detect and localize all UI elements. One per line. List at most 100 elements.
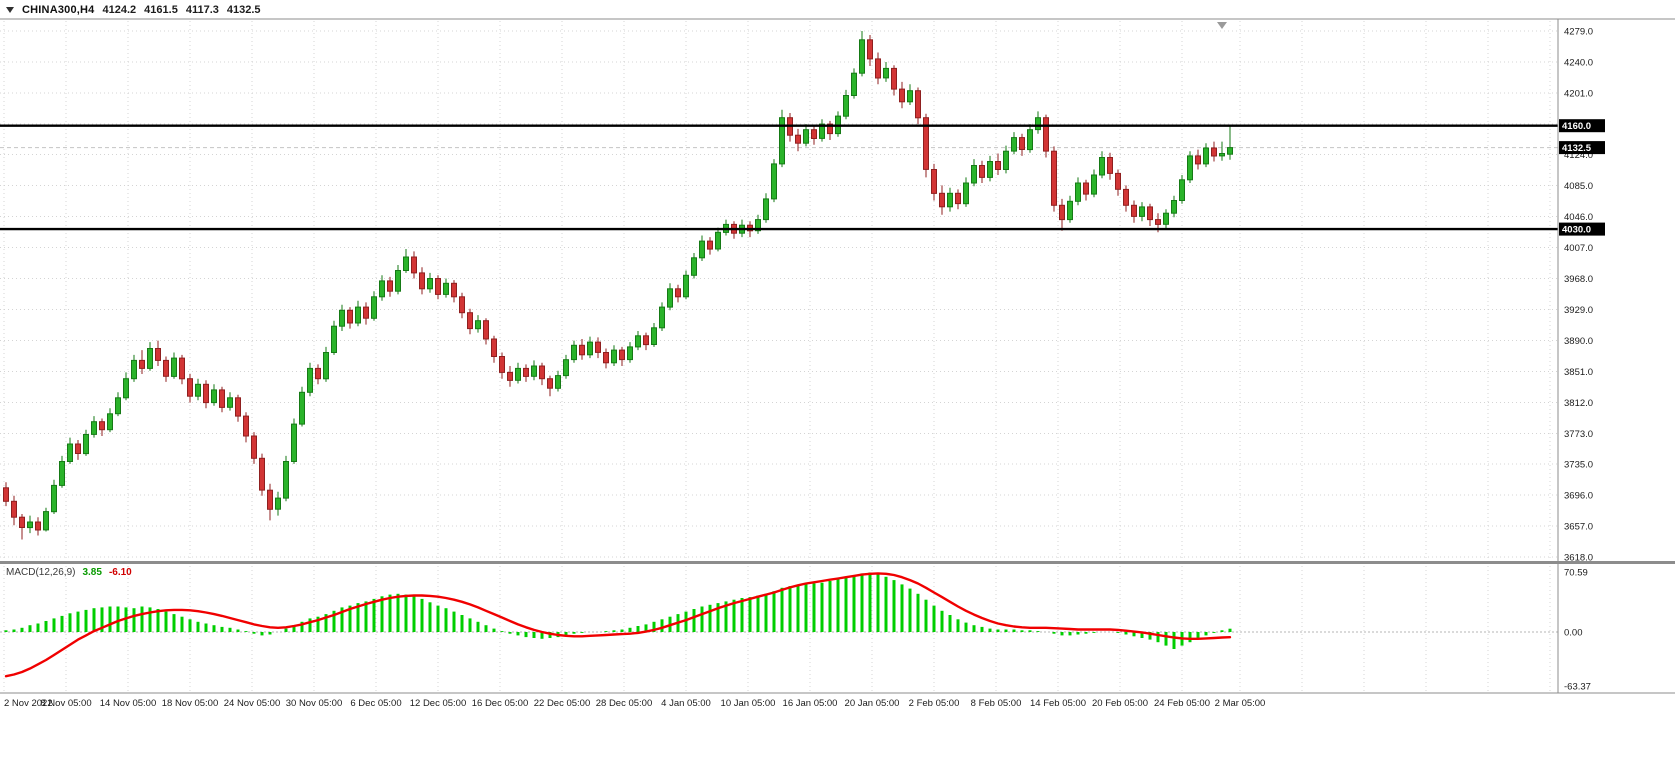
candle-body — [355, 306, 361, 324]
candle-body — [947, 192, 953, 208]
chart-shift-marker[interactable] — [1217, 22, 1227, 29]
candle-body — [11, 500, 17, 518]
svg-text:30 Nov 05:00: 30 Nov 05:00 — [286, 698, 343, 709]
candle-body — [283, 461, 289, 499]
candle-body — [195, 383, 201, 397]
candle-body — [323, 352, 329, 380]
candle-body — [427, 278, 433, 290]
candle-body — [611, 349, 617, 364]
svg-text:4046.0: 4046.0 — [1564, 212, 1593, 223]
svg-text:3890.0: 3890.0 — [1564, 336, 1593, 347]
svg-text:22 Dec 05:00: 22 Dec 05:00 — [534, 698, 591, 709]
svg-text:3929.0: 3929.0 — [1564, 305, 1593, 316]
candle-body — [1059, 204, 1065, 221]
candle-body — [67, 443, 73, 462]
candle-body — [139, 359, 145, 369]
macd-histogram — [4, 572, 1232, 649]
candle-body — [99, 421, 105, 431]
svg-text:4279.0: 4279.0 — [1564, 27, 1593, 38]
svg-text:2 Feb 05:00: 2 Feb 05:00 — [909, 698, 960, 709]
price-badges: 4160.0 4132.5 4030.0 — [1559, 119, 1605, 236]
candle-body — [555, 375, 561, 389]
svg-text:0.00: 0.00 — [1564, 628, 1583, 639]
candle-body — [915, 90, 921, 119]
candle-body — [75, 443, 81, 454]
candle-body — [667, 288, 673, 308]
candle-body — [19, 516, 25, 529]
candle-body — [371, 296, 377, 319]
candle-body — [1211, 147, 1217, 157]
candle-body — [1203, 147, 1209, 165]
svg-text:16 Jan 05:00: 16 Jan 05:00 — [783, 698, 838, 709]
svg-text:24 Nov 05:00: 24 Nov 05:00 — [224, 698, 281, 709]
candle-body — [891, 67, 897, 90]
candle-body — [1131, 204, 1137, 217]
candle-body — [827, 123, 833, 135]
svg-text:24 Feb 05:00: 24 Feb 05:00 — [1154, 698, 1210, 709]
candle-body — [315, 367, 321, 380]
candle-body — [163, 359, 169, 377]
candle-body — [259, 457, 265, 491]
candle-body — [395, 270, 401, 292]
svg-text:3696.0: 3696.0 — [1564, 490, 1593, 501]
candle-body — [147, 348, 153, 369]
candle-body — [131, 359, 137, 380]
candle-body — [459, 296, 465, 314]
symbol-period-label: CHINA300,H4 — [22, 3, 95, 16]
candle-body — [979, 165, 985, 178]
svg-text:3851.0: 3851.0 — [1564, 367, 1593, 378]
candle-body — [907, 90, 913, 103]
candle-body — [771, 163, 777, 200]
candle-body — [155, 348, 161, 361]
candle-body — [811, 129, 817, 139]
candle-body — [1035, 117, 1041, 131]
svg-text:4 Jan 05:00: 4 Jan 05:00 — [661, 698, 711, 709]
candle-body — [659, 306, 665, 329]
candle-body — [387, 280, 393, 292]
candle-body — [491, 338, 497, 357]
price-badge — [1559, 141, 1605, 155]
svg-text:70.59: 70.59 — [1564, 568, 1588, 579]
candle-body — [715, 231, 721, 250]
candle-body — [963, 182, 969, 205]
candle-body — [347, 309, 353, 324]
price-axis[interactable] — [1558, 19, 1675, 693]
candle-body — [1051, 150, 1057, 206]
candle-body — [1227, 147, 1233, 155]
candle-body — [755, 219, 761, 232]
candle-body — [1099, 157, 1105, 176]
candle-body — [203, 383, 209, 404]
svg-text:3735.0: 3735.0 — [1564, 459, 1593, 470]
candle-body — [955, 192, 961, 205]
candle-body — [635, 335, 641, 348]
candle-body — [251, 435, 257, 459]
candle-body — [1011, 137, 1017, 152]
price-badge — [1559, 119, 1605, 133]
svg-text:4132.5: 4132.5 — [1562, 143, 1592, 154]
candle-body — [187, 378, 193, 397]
candle-body — [923, 117, 929, 170]
candle-body — [307, 367, 313, 393]
svg-text:4160.0: 4160.0 — [1562, 121, 1591, 132]
candle-body — [1003, 150, 1009, 170]
candle-body — [211, 389, 217, 404]
symbol-dropdown-icon[interactable] — [6, 6, 14, 13]
candle-body — [627, 346, 633, 361]
candle-body — [515, 367, 521, 381]
candle-body — [899, 88, 905, 103]
candle-body — [859, 39, 865, 74]
svg-text:4201.0: 4201.0 — [1564, 89, 1593, 100]
candle-body — [243, 415, 249, 437]
quote-high: 4161.5 — [144, 3, 178, 16]
svg-text:18 Nov 05:00: 18 Nov 05:00 — [162, 698, 219, 709]
time-axis-labels: 2 Nov 20228 Nov 05:00 14 Nov 05:00 18 Nov … — [4, 698, 1265, 709]
candle-body — [339, 309, 345, 327]
svg-text:10 Jan 05:00: 10 Jan 05:00 — [721, 698, 776, 709]
time-axis[interactable] — [0, 693, 1675, 713]
svg-text:3968.0: 3968.0 — [1564, 274, 1593, 285]
candle-body — [331, 325, 337, 354]
candle-body — [579, 344, 585, 356]
candle-body — [971, 165, 977, 184]
candle-body — [883, 67, 889, 79]
